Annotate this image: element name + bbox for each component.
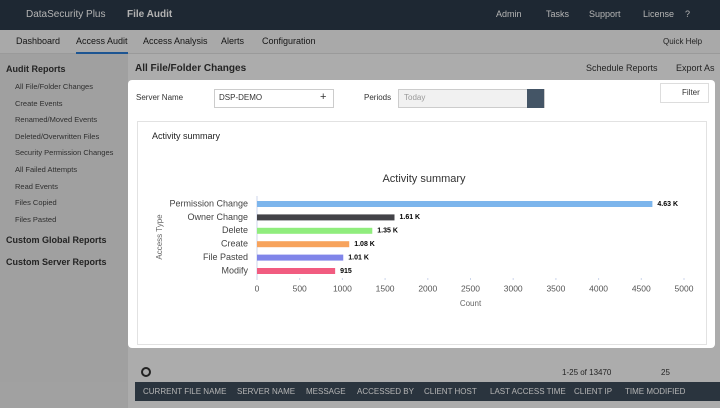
- input-value: Today: [404, 93, 426, 102]
- period-input[interactable]: [398, 89, 545, 108]
- axis-title: Count: [460, 299, 482, 308]
- add-button[interactable]: +: [320, 91, 327, 103]
- bar: [257, 241, 350, 248]
- label: Server Name: [136, 93, 184, 102]
- sidebar-item[interactable]: Renamed/Moved Events: [15, 115, 98, 125]
- x-tick-label: 500: [293, 283, 307, 293]
- tab[interactable]: Access Analysis: [143, 36, 208, 46]
- table-header: [135, 382, 720, 401]
- x-tick-label: 1500: [376, 283, 395, 293]
- tab[interactable]: Access Audit: [76, 37, 128, 54]
- module-name[interactable]: File Audit: [127, 9, 173, 20]
- top-link[interactable]: Support: [589, 9, 621, 19]
- page-title: All File/Folder Changes: [135, 63, 247, 74]
- column-header[interactable]: ACCESSED BY: [357, 387, 414, 396]
- x-tick-label: 4000: [589, 283, 608, 293]
- chart-title: Activity summary: [382, 173, 466, 185]
- sidebar-item[interactable]: Read Events: [15, 181, 58, 191]
- x-tick-label: 2500: [461, 283, 480, 293]
- sidebar-item[interactable]: Files Copied: [15, 198, 57, 208]
- x-tick-label: 3000: [504, 283, 523, 293]
- top-link[interactable]: Tasks: [546, 9, 570, 19]
- y-tick-label: Modify: [221, 265, 248, 275]
- y-tick-label: Create: [221, 239, 248, 249]
- nav-bar: [0, 30, 720, 54]
- data-label: 915: [340, 268, 352, 275]
- sidebar-item[interactable]: All File/Folder Changes: [15, 82, 93, 91]
- sidebar: [0, 54, 128, 408]
- top-link[interactable]: License: [643, 9, 675, 19]
- view-selector[interactable]: Activity summary: [152, 131, 221, 141]
- server-input[interactable]: [214, 89, 334, 108]
- column-header[interactable]: CLIENT HOST: [424, 387, 477, 396]
- sidebar-item[interactable]: Security Permission Changes: [15, 148, 114, 158]
- x-tick-label: 5000: [675, 283, 694, 293]
- quick-help[interactable]: Quick Help: [663, 37, 703, 46]
- calendar-button[interactable]: [527, 89, 544, 108]
- app-name: DataSecurity Plus: [26, 9, 106, 20]
- x-tick-label: 2000: [418, 283, 437, 293]
- tab[interactable]: Alerts: [221, 36, 245, 46]
- axis-title: Access Type: [155, 214, 164, 260]
- bar: [257, 214, 395, 221]
- modal: [128, 80, 715, 348]
- sidebar-item[interactable]: Create Events: [15, 98, 63, 108]
- column-header[interactable]: CURRENT FILE NAME: [143, 387, 227, 396]
- chart-panel: [137, 121, 707, 345]
- sidebar-section[interactable]: Custom Global Reports: [6, 235, 107, 245]
- column-header[interactable]: MESSAGE: [306, 387, 346, 396]
- sidebar-section[interactable]: Audit Reports: [6, 64, 66, 74]
- data-label: 1.08 K: [354, 241, 375, 248]
- sidebar-item[interactable]: All Failed Attempts: [15, 165, 78, 174]
- chart: Activity summary Count Access Type 0 500 1000…: [155, 173, 694, 308]
- y-tick-label: File Pasted: [203, 252, 248, 262]
- sidebar-item[interactable]: Deleted/Overwritten Files: [15, 131, 100, 141]
- data-label: 4.63 K: [657, 201, 678, 208]
- page-size[interactable]: 25: [661, 368, 670, 377]
- search-icon[interactable]: [141, 367, 151, 377]
- bar: [257, 227, 373, 234]
- column-header[interactable]: TIME MODIFIED: [625, 387, 686, 396]
- data-label: 1.35 K: [377, 228, 398, 235]
- y-tick-label: Delete: [222, 225, 248, 235]
- column-header[interactable]: LAST ACCESS TIME: [490, 387, 566, 396]
- x-tick-label: 4500: [632, 283, 651, 293]
- page-action[interactable]: Schedule Reports: [586, 63, 658, 73]
- pagination: 1-25 of 13470: [562, 368, 612, 377]
- x-tick-label: 1000: [333, 283, 352, 293]
- y-tick-label: Owner Change: [187, 212, 248, 222]
- page-action[interactable]: Export As: [676, 63, 715, 73]
- bar: [257, 268, 336, 274]
- data-label: 1.01 K: [348, 254, 369, 261]
- top-bar: [0, 0, 720, 30]
- sidebar-item[interactable]: Files Pasted: [15, 214, 57, 224]
- tab[interactable]: Configuration: [262, 36, 316, 46]
- tab[interactable]: Dashboard: [16, 36, 61, 46]
- bar: [257, 201, 653, 207]
- column-header[interactable]: CLIENT IP: [574, 387, 613, 396]
- top-link[interactable]: Admin: [496, 9, 522, 19]
- filter-label[interactable]: Filter: [682, 88, 700, 97]
- sidebar-section[interactable]: Custom Server Reports: [6, 257, 107, 267]
- top-link[interactable]: ?: [685, 9, 691, 19]
- x-tick-label: 0: [255, 283, 260, 293]
- x-tick-label: 3500: [546, 283, 565, 293]
- filter-button[interactable]: [660, 83, 709, 103]
- data-label: 1.61 K: [399, 214, 420, 221]
- y-tick-label: Permission Change: [169, 198, 248, 208]
- column-header[interactable]: SERVER NAME: [237, 387, 296, 396]
- label: Periods: [364, 93, 392, 102]
- bar: [257, 254, 344, 261]
- input-value: DSP-DEMO: [219, 93, 263, 102]
